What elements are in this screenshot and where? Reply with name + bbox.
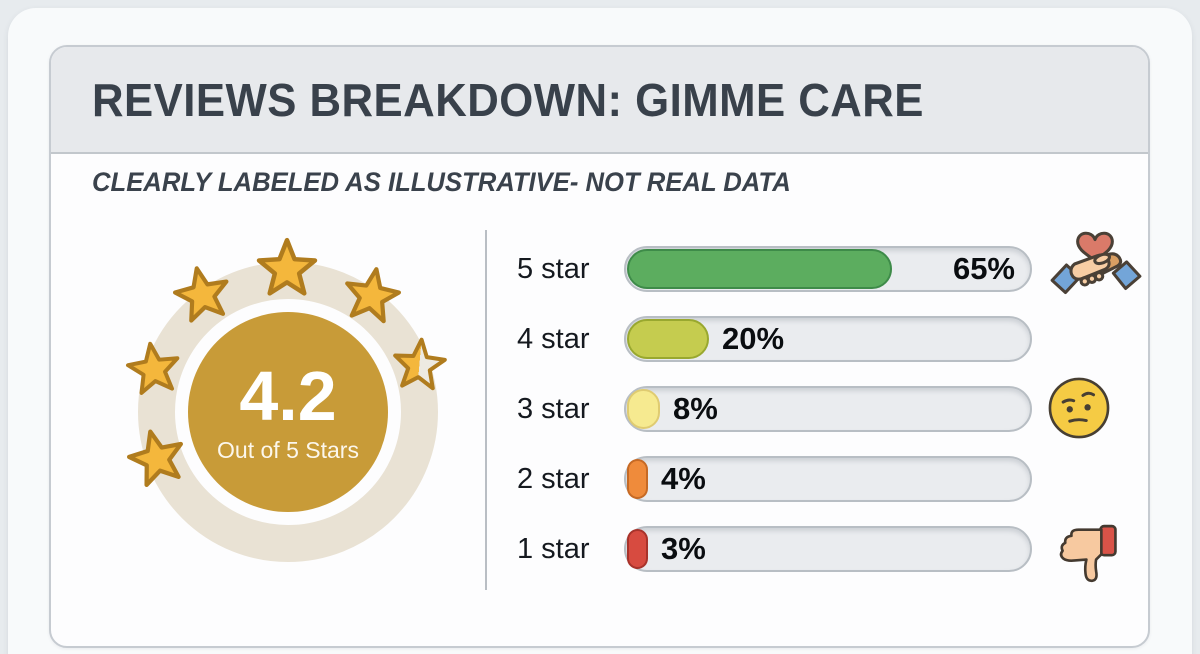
star-icon bbox=[166, 257, 237, 328]
bar-value: 4% bbox=[661, 461, 706, 496]
bar-value: 65% bbox=[952, 251, 1015, 286]
bar-label: 1 star bbox=[517, 532, 590, 565]
score-caption: Out of 5 Stars bbox=[217, 436, 359, 463]
bar-row-2-star: 2 star 4% bbox=[517, 456, 1032, 502]
rating-badge: 4.2 Out of 5 Stars bbox=[188, 312, 388, 512]
star-icon bbox=[123, 338, 184, 397]
bar-track: 20% bbox=[624, 316, 1032, 362]
bar-fill bbox=[627, 249, 892, 289]
bar-track: 65% bbox=[624, 246, 1032, 292]
thumbs-down-icon bbox=[1059, 524, 1117, 583]
star-icon bbox=[337, 259, 407, 329]
bar-row-1-star: 1 star 3% bbox=[517, 526, 1032, 572]
bar-fill bbox=[627, 459, 648, 499]
bar-fill bbox=[627, 319, 709, 359]
half-star-icon bbox=[390, 335, 449, 392]
bar-fill bbox=[627, 529, 648, 569]
bar-row-4-star: 4 star 20% bbox=[517, 316, 1032, 362]
bar-fill bbox=[627, 389, 660, 429]
bar-label: 3 star bbox=[517, 392, 590, 425]
bar-row-3-star: 3 star 8% bbox=[517, 386, 1032, 432]
bar-track: 3% bbox=[624, 526, 1032, 572]
disclaimer-subtitle: CLEARLY LABELED AS ILLUSTRATIVE- NOT REA… bbox=[92, 167, 791, 197]
reviews-card: REVIEWS BREAKDOWN: GIMME CARE CLEARLY LA… bbox=[49, 45, 1150, 648]
page-title: REVIEWS BREAKDOWN: GIMME CARE bbox=[92, 73, 924, 126]
bar-label: 5 star bbox=[517, 252, 590, 285]
bar-value: 3% bbox=[661, 531, 706, 566]
bar-value: 20% bbox=[722, 321, 785, 356]
handshake-heart-icon bbox=[1050, 231, 1142, 295]
bar-value: 8% bbox=[673, 391, 718, 426]
star-icon bbox=[255, 235, 319, 299]
average-score: 4.2 bbox=[239, 356, 337, 435]
bar-label: 4 star bbox=[517, 322, 590, 355]
card-header: REVIEWS BREAKDOWN: GIMME CARE bbox=[51, 47, 1148, 154]
skeptical-face-icon bbox=[1048, 377, 1110, 439]
bar-label: 2 star bbox=[517, 462, 590, 495]
section-divider bbox=[485, 230, 487, 590]
bar-row-5-star: 5 star 65% bbox=[517, 246, 1032, 292]
bar-track: 4% bbox=[624, 456, 1032, 502]
bar-track: 8% bbox=[624, 386, 1032, 432]
ratings-bar-chart: 5 star 65% 4 star 20% 3 star 8% bbox=[517, 246, 1032, 596]
